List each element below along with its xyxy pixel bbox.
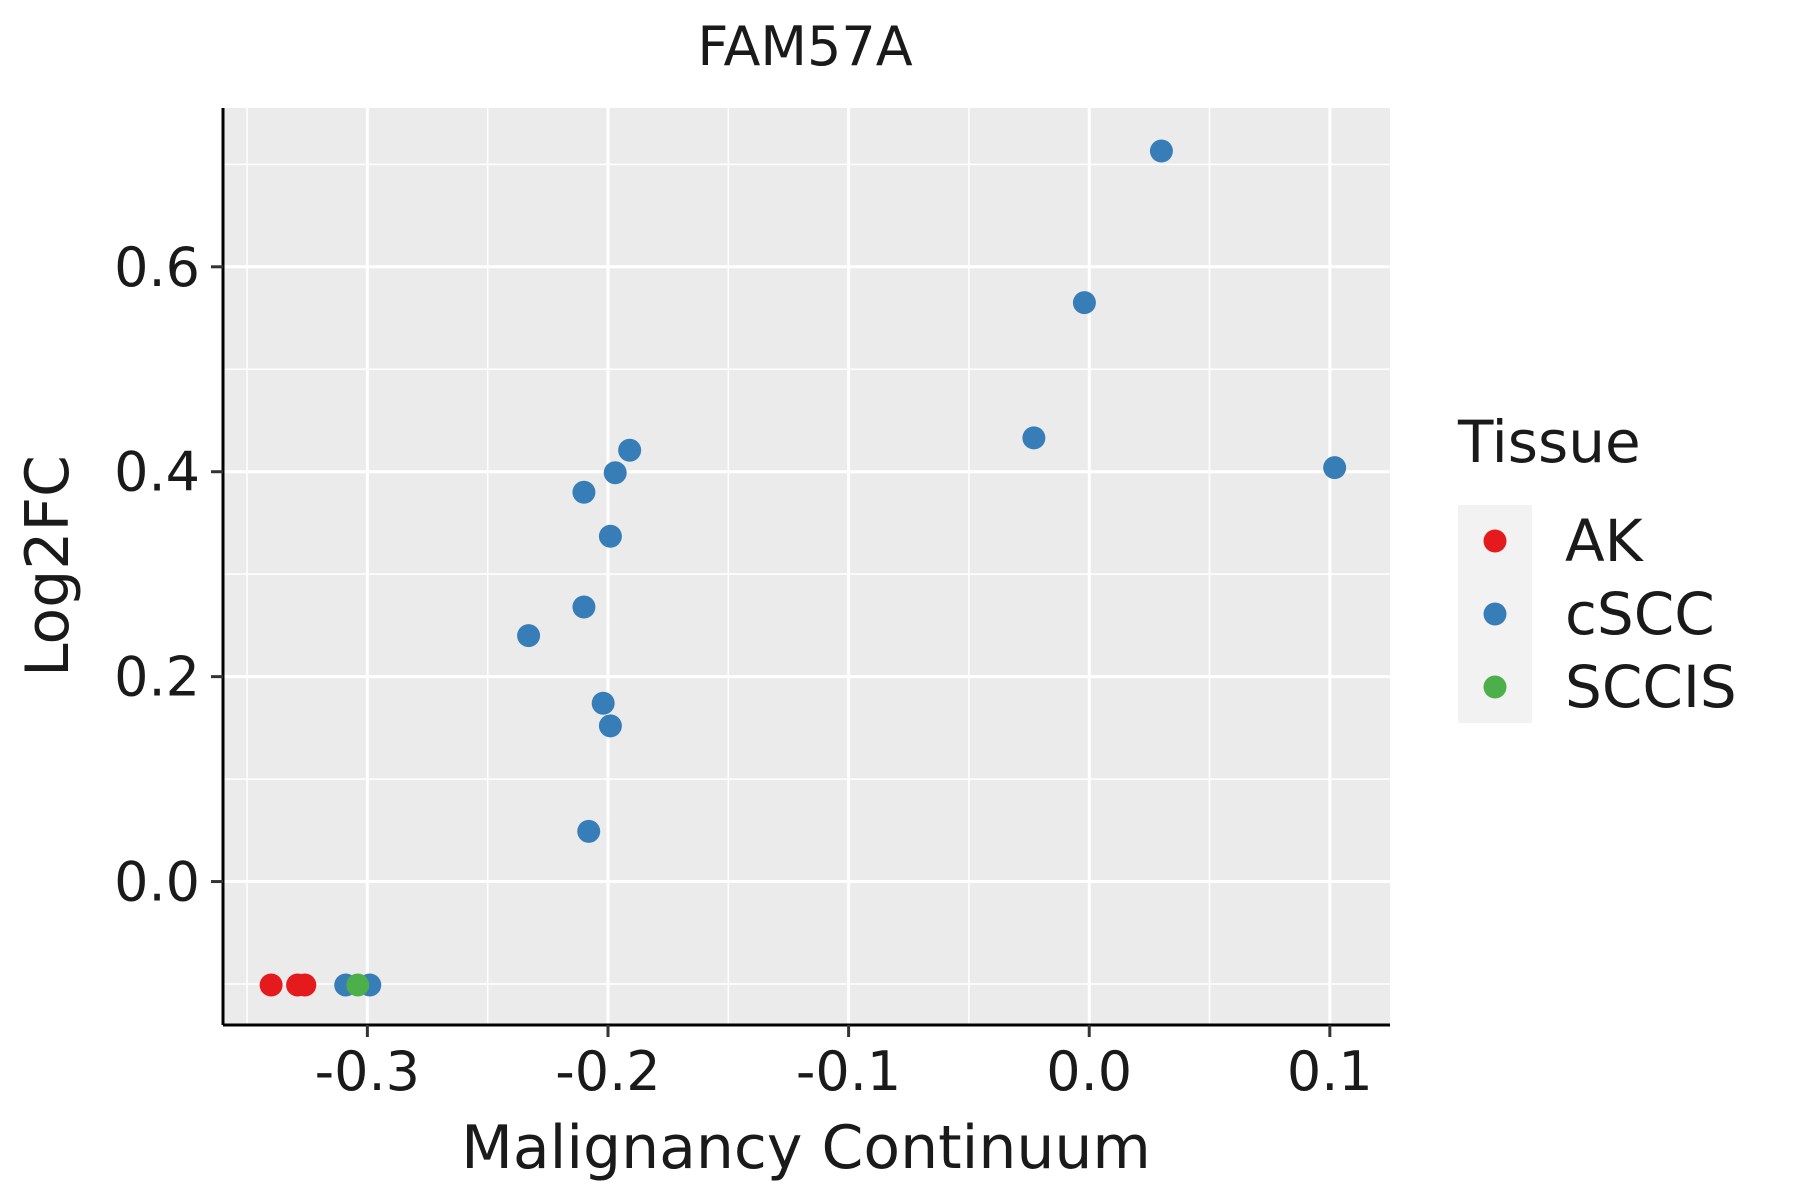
x-tick-label: -0.3 (315, 1040, 420, 1103)
grid-minor (223, 108, 1390, 1025)
legend-key-ak (1483, 529, 1507, 553)
data-point-cscc (1323, 456, 1347, 480)
x-tick-label: 0.0 (1046, 1040, 1132, 1103)
data-point-sccis (346, 973, 370, 997)
data-points (259, 139, 1347, 997)
data-point-cscc (618, 438, 642, 462)
x-tick-label: -0.1 (796, 1040, 901, 1103)
data-point-cscc (1149, 139, 1173, 163)
y-axis-label: Log2FC (13, 455, 83, 677)
x-axis-ticks: -0.3 -0.2 -0.1 0.0 0.1 (315, 1025, 1373, 1103)
y-tick-label: 0.2 (114, 646, 200, 709)
y-tick-label: 0.6 (114, 236, 200, 299)
x-tick-label: -0.2 (555, 1040, 660, 1103)
data-point-cscc (577, 819, 601, 843)
data-point-ak (293, 973, 317, 997)
data-point-cscc (572, 595, 596, 619)
data-point-cscc (603, 461, 627, 485)
data-point-cscc (1022, 426, 1046, 450)
data-point-cscc (1072, 291, 1096, 315)
legend-key-sccis (1483, 675, 1507, 699)
data-point-cscc (598, 524, 622, 548)
data-point-cscc (517, 624, 541, 648)
y-axis-ticks: 0.0 0.2 0.4 0.6 (114, 236, 223, 914)
data-point-cscc (572, 480, 596, 504)
y-tick-label: 0.4 (114, 441, 200, 504)
series-ak (259, 973, 317, 997)
plot-panel (223, 108, 1390, 1025)
grid-major (223, 108, 1390, 1025)
data-point-cscc (591, 691, 615, 715)
legend-label-ak: AK (1565, 507, 1645, 575)
series-cscc (334, 139, 1347, 997)
chart-title: FAM57A (697, 15, 912, 78)
legend-title: Tissue (1457, 408, 1641, 476)
legend-label-cscc: cSCC (1565, 580, 1715, 648)
legend-label-sccis: SCCIS (1565, 653, 1737, 721)
data-point-cscc (598, 714, 622, 738)
x-tick-label: 0.1 (1287, 1040, 1373, 1103)
data-point-ak (259, 973, 283, 997)
series-sccis (346, 973, 370, 997)
y-tick-label: 0.0 (114, 851, 200, 914)
legend-key-cscc (1483, 602, 1507, 626)
x-axis-label: Malignancy Continuum (461, 1113, 1151, 1183)
